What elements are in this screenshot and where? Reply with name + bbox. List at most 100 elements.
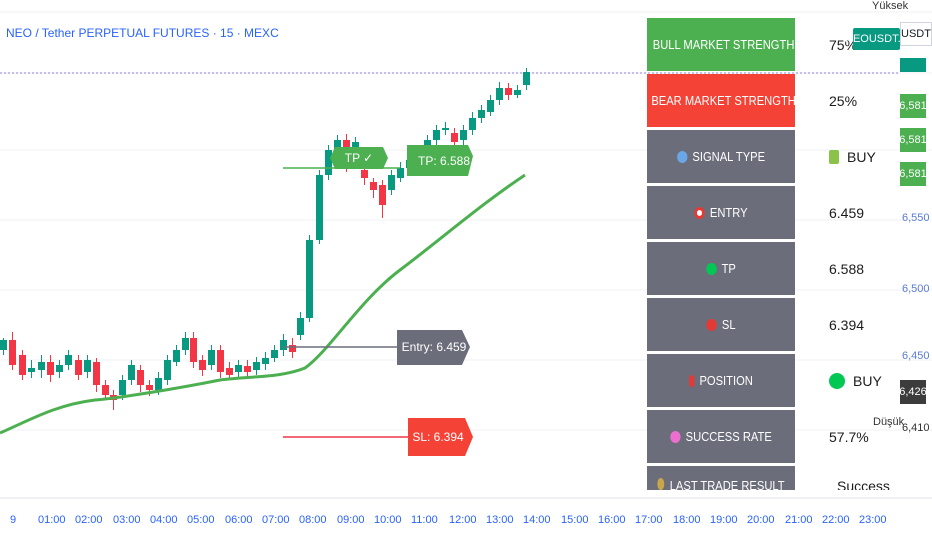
candle-body	[119, 380, 126, 395]
table-row-success: SUCCESS RATE 57.7%	[645, 410, 890, 463]
bull-strength-label: BULL MARKET STRENGTH	[652, 37, 795, 52]
low-value: 6,410	[902, 422, 930, 434]
time-label: 21:00	[785, 514, 813, 526]
pink-circle-icon	[670, 430, 681, 443]
candle-body	[128, 365, 135, 380]
candle-body	[262, 358, 269, 364]
time-label: 14:00	[523, 514, 551, 526]
time-label: 02:00	[75, 514, 103, 526]
candle-body	[334, 140, 341, 150]
candle-body	[306, 240, 313, 318]
time-label: 07:00	[262, 514, 290, 526]
candle-body	[93, 362, 100, 385]
candle-body	[102, 385, 109, 395]
axis-label-6450: 6,450	[902, 350, 930, 362]
candle-body	[19, 355, 26, 375]
time-label: 11:00	[411, 514, 438, 526]
candle-body	[325, 150, 332, 175]
candle-body	[370, 182, 377, 190]
candle-body	[84, 360, 91, 372]
pin-icon	[689, 374, 695, 387]
candle-body	[217, 350, 224, 372]
candle-body	[199, 360, 206, 370]
candle-body	[155, 378, 162, 390]
entry-label: Entry: 6.459	[397, 330, 470, 365]
candle-body	[38, 362, 45, 370]
candle-body	[253, 362, 260, 370]
axis-label-6550: 6,550	[902, 212, 930, 224]
price-tag-3: 6,581	[899, 162, 927, 186]
sl-label: SL: 6.394	[408, 418, 473, 456]
candle-body	[451, 133, 458, 142]
candle-body	[379, 185, 386, 205]
symbol-badge[interactable]: NEOUSDT.P	[845, 28, 908, 50]
chart-title[interactable]: NEO / Tether PERPETUAL FUTURES · 15 · ME…	[6, 26, 279, 40]
candle-body	[182, 338, 189, 350]
candle-body	[442, 128, 449, 130]
table-row-sl: SL 6.394	[645, 298, 890, 351]
time-label: 13:00	[486, 514, 514, 526]
tp-flag-text: TP ✓	[345, 151, 374, 165]
candle-body	[75, 360, 82, 375]
green-circle-icon	[706, 262, 717, 275]
candle-body	[433, 130, 440, 140]
table-row-last-trade: LAST TRADE RESULT Successful	[645, 466, 890, 490]
time-label: 05:00	[187, 514, 215, 526]
table-row-entry: ENTRY 6.459	[645, 186, 890, 239]
candle-body	[235, 365, 242, 372]
signal-table: BULL MARKET STRENGTH 75% BEAR MARKET STR…	[645, 18, 890, 490]
time-label: 09:00	[337, 514, 365, 526]
time-label: 9	[10, 514, 17, 526]
last-trade-value: Successful	[837, 478, 890, 490]
time-label: 03:00	[113, 514, 141, 526]
target-icon	[694, 206, 705, 219]
time-label: 19:00	[710, 514, 738, 526]
gold-icon	[657, 478, 665, 490]
time-label: 12:00	[449, 514, 477, 526]
sl-text: SL: 6.394	[412, 430, 464, 444]
signal-type-label: SIGNAL TYPE	[657, 130, 784, 183]
price-tag-top	[900, 58, 926, 72]
axis-label-6500: 6,500	[902, 283, 930, 295]
candle-body	[469, 118, 476, 130]
last-trade-label: LAST TRADE RESULT	[657, 466, 785, 490]
tp-price-text: TP: 6.588	[418, 154, 470, 168]
time-label: 08:00	[299, 514, 327, 526]
position-label-cell: POSITION	[657, 354, 784, 407]
candle-body	[397, 168, 404, 178]
bear-strength-label: BEAR MARKET STRENGTH	[651, 93, 796, 108]
sl-label-cell: SL	[657, 298, 784, 351]
success-rate-value: 57.7%	[829, 428, 869, 445]
time-label: 18:00	[673, 514, 701, 526]
tp-label-cell: TP	[657, 242, 784, 295]
table-row-bull: BULL MARKET STRENGTH 75%	[645, 18, 890, 71]
time-label: 16:00	[598, 514, 626, 526]
candle-body	[137, 370, 144, 385]
candle-body	[487, 100, 494, 112]
candle-body	[271, 350, 278, 358]
candle-body	[505, 88, 512, 95]
bull-strength-value: 75%	[829, 36, 858, 53]
price-tag-1: 6,581	[899, 94, 927, 118]
success-rate-label: SUCCESS RATE	[657, 410, 784, 463]
time-label: 17:00	[635, 514, 663, 526]
candle-body	[47, 362, 54, 375]
bear-strength-value: 25%	[829, 92, 858, 109]
low-label: Düşük	[873, 416, 905, 428]
currency-button[interactable]: USDT	[900, 22, 932, 46]
candle-body	[478, 110, 485, 118]
green-circle-icon	[829, 372, 845, 389]
candle-body	[289, 345, 296, 352]
current-price-tag: 6,426	[899, 380, 927, 404]
candle-body	[190, 338, 197, 362]
red-circle-icon	[706, 318, 717, 331]
tp-price-label: TP: 6.588	[407, 145, 473, 176]
entry-value: 6.459	[829, 204, 865, 221]
candle-body	[514, 90, 521, 95]
candle-body	[208, 350, 215, 365]
signal-type-value: BUY	[805, 130, 889, 183]
candle-body	[388, 175, 395, 190]
time-label: 01:00	[38, 514, 66, 526]
candle-body	[56, 365, 63, 372]
